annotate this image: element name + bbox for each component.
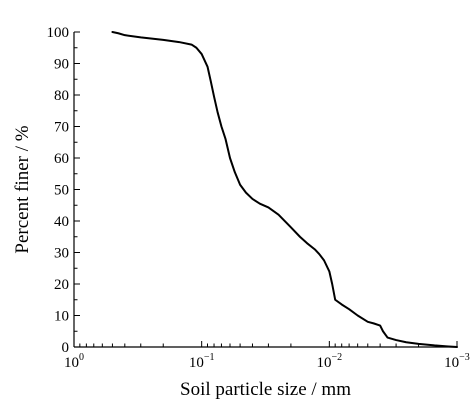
y-tick-label: 80 (54, 88, 69, 104)
series-layer (111, 31, 458, 348)
y-tick-label: 10 (54, 309, 69, 325)
y-tick-label: 100 (47, 25, 70, 41)
x-tick-exponent: −3 (459, 352, 470, 363)
x-tick-exponent: −2 (332, 352, 343, 363)
y-tick-label: 70 (54, 120, 69, 136)
x-tick-base: 10 (189, 355, 204, 371)
x-tick-exponent: −1 (204, 352, 215, 363)
y-tick-label: 50 (54, 183, 69, 199)
axes (73, 32, 457, 348)
x-tick-label: 10−3 (444, 352, 470, 371)
x-tick-base: 10 (64, 355, 79, 371)
y-tick-label: 20 (54, 277, 69, 293)
x-tick-base: 10 (317, 355, 332, 371)
y-tick-label: 0 (62, 340, 70, 356)
gradation-curve (111, 31, 458, 348)
x-tick-exponent: 0 (79, 352, 84, 363)
y-tick-label: 90 (54, 57, 69, 73)
x-tick-label: 100 (64, 352, 84, 371)
y-tick-label: 30 (54, 246, 69, 262)
x-axis-title: Soil particle size / mm (180, 379, 351, 400)
y-tick-label: 60 (54, 151, 69, 167)
y-tick-label: 40 (54, 214, 69, 230)
x-tick-base: 10 (444, 355, 459, 371)
x-tick-label: 10−1 (189, 352, 215, 371)
x-tick-label: 10−2 (317, 352, 343, 371)
y-axis-title: Percent finer / % (12, 125, 33, 253)
